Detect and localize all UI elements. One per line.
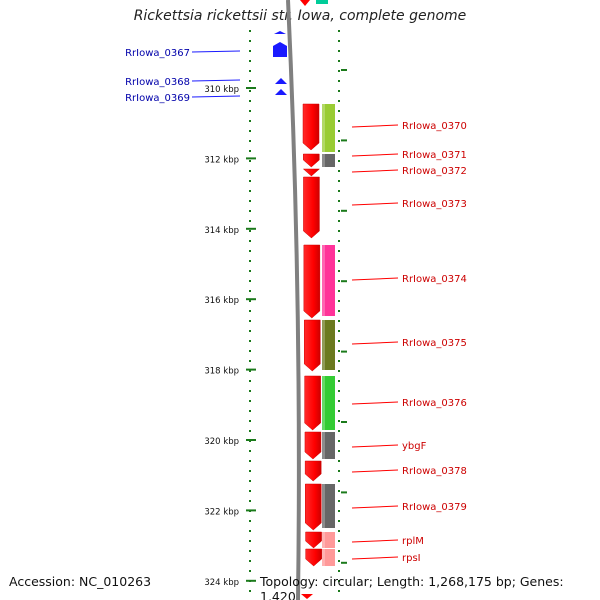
- forward-gene-partial-bottom: [301, 594, 313, 599]
- cog-category-bar: [322, 432, 335, 459]
- forward-gene-arrow: [305, 483, 322, 531]
- reverse-gene-label: RrIowa_0369: [125, 93, 190, 104]
- cog-category-bar-highlight: [322, 432, 325, 459]
- cog-category-bar-highlight: [322, 320, 325, 370]
- kbp-tick-label: 318 kbp: [204, 367, 239, 377]
- forward-gene-arrow: [302, 103, 320, 151]
- forward-gene-arrow: [305, 531, 322, 549]
- genome-backbone: [286, 0, 301, 600]
- cog-category-bar-highlight: [322, 549, 325, 566]
- forward-gene-label: RrIowa_0378: [402, 466, 467, 477]
- forward-gene-partial-top: [300, 0, 310, 6]
- forward-gene-leader-line: [351, 277, 399, 281]
- forward-gene-label: ybgF: [402, 441, 427, 452]
- forward-gene-arrow: [304, 375, 321, 431]
- forward-gene-leader-line: [351, 556, 399, 560]
- forward-gene-arrow: [304, 319, 321, 372]
- kbp-tick-label: 312 kbp: [204, 155, 239, 165]
- cog-category-bar: [322, 376, 335, 430]
- kbp-tick-label: 314 kbp: [204, 226, 239, 236]
- forward-gene-label: RrIowa_0374: [402, 274, 467, 285]
- forward-gene-label: RrIowa_0376: [402, 398, 467, 409]
- forward-gene-arrow: [304, 431, 322, 460]
- kbp-tick-label: 310 kbp: [204, 85, 239, 95]
- cog-category-bar: [322, 484, 335, 528]
- cog-category-bar-highlight: [322, 484, 325, 528]
- forward-gene-label: RrIowa_0379: [402, 502, 467, 513]
- forward-gene-label: RrIowa_0373: [402, 199, 467, 210]
- reverse-gene-leader-line: [191, 50, 241, 53]
- map-title: Rickettsia rickettsii str. Iowa, complet…: [133, 8, 467, 24]
- cog-category-bar: [322, 549, 335, 566]
- forward-gene-arrow: [303, 176, 320, 239]
- forward-gene-leader-line: [351, 469, 399, 473]
- forward-gene-label: rpsI: [402, 553, 421, 564]
- reverse-gene-arrow: [275, 89, 287, 95]
- forward-gene-arrow: [304, 460, 322, 482]
- cog-category-bar-highlight: [322, 154, 325, 167]
- forward-gene-arrow: [302, 168, 321, 177]
- forward-gene-label: RrIowa_0372: [402, 166, 467, 177]
- cog-category-bar-highlight: [322, 104, 325, 152]
- forward-gene-leader-line: [351, 153, 399, 157]
- cog-category-bar-highlight: [322, 532, 325, 548]
- forward-gene-leader-line: [351, 539, 399, 543]
- reverse-gene-leader-line: [191, 79, 241, 82]
- cog-category-bar: [322, 245, 335, 316]
- cog-category-bar: [322, 154, 335, 167]
- forward-gene-leader-line: [351, 505, 399, 509]
- cog-partial-top: [316, 0, 328, 4]
- reverse-gene-leader-line: [191, 95, 241, 98]
- forward-gene-label: RrIowa_0370: [402, 121, 467, 132]
- forward-gene-leader-line: [351, 341, 399, 345]
- genome-summary: Topology: circular; Length: 1,268,175 bp…: [260, 574, 564, 600]
- reverse-gene-arrow: [275, 78, 287, 84]
- kbp-tick-label: 324 kbp: [204, 578, 239, 588]
- forward-gene-leader-line: [351, 124, 399, 128]
- cog-category-bar-highlight: [322, 376, 325, 430]
- forward-gene-leader-line: [351, 444, 399, 448]
- forward-gene-label: RrIowa_0375: [402, 338, 467, 349]
- reverse-gene-arrow: [273, 42, 287, 57]
- forward-gene-arrow: [303, 153, 320, 168]
- kbp-tick-label: 322 kbp: [204, 507, 239, 517]
- cog-category-bar-highlight: [322, 245, 325, 316]
- forward-gene-arrow: [305, 548, 322, 567]
- cog-category-bar: [322, 320, 335, 370]
- forward-gene-arrow: [303, 244, 321, 319]
- forward-gene-label: rplM: [402, 536, 424, 547]
- cog-category-bar: [322, 532, 335, 548]
- kbp-tick-label: 320 kbp: [204, 437, 239, 447]
- accession-label: Accession: NC_010263: [9, 574, 152, 589]
- forward-gene-label: RrIowa_0371: [402, 150, 467, 161]
- forward-gene-leader-line: [351, 202, 399, 206]
- kbp-tick-label: 316 kbp: [204, 296, 239, 306]
- cog-category-bar: [322, 104, 335, 152]
- reverse-gene-arrow-small: [274, 31, 286, 34]
- reverse-gene-label: RrIowa_0367: [125, 48, 190, 59]
- reverse-gene-label: RrIowa_0368: [125, 77, 190, 88]
- forward-gene-leader-line: [351, 169, 399, 173]
- forward-gene-leader-line: [351, 401, 399, 405]
